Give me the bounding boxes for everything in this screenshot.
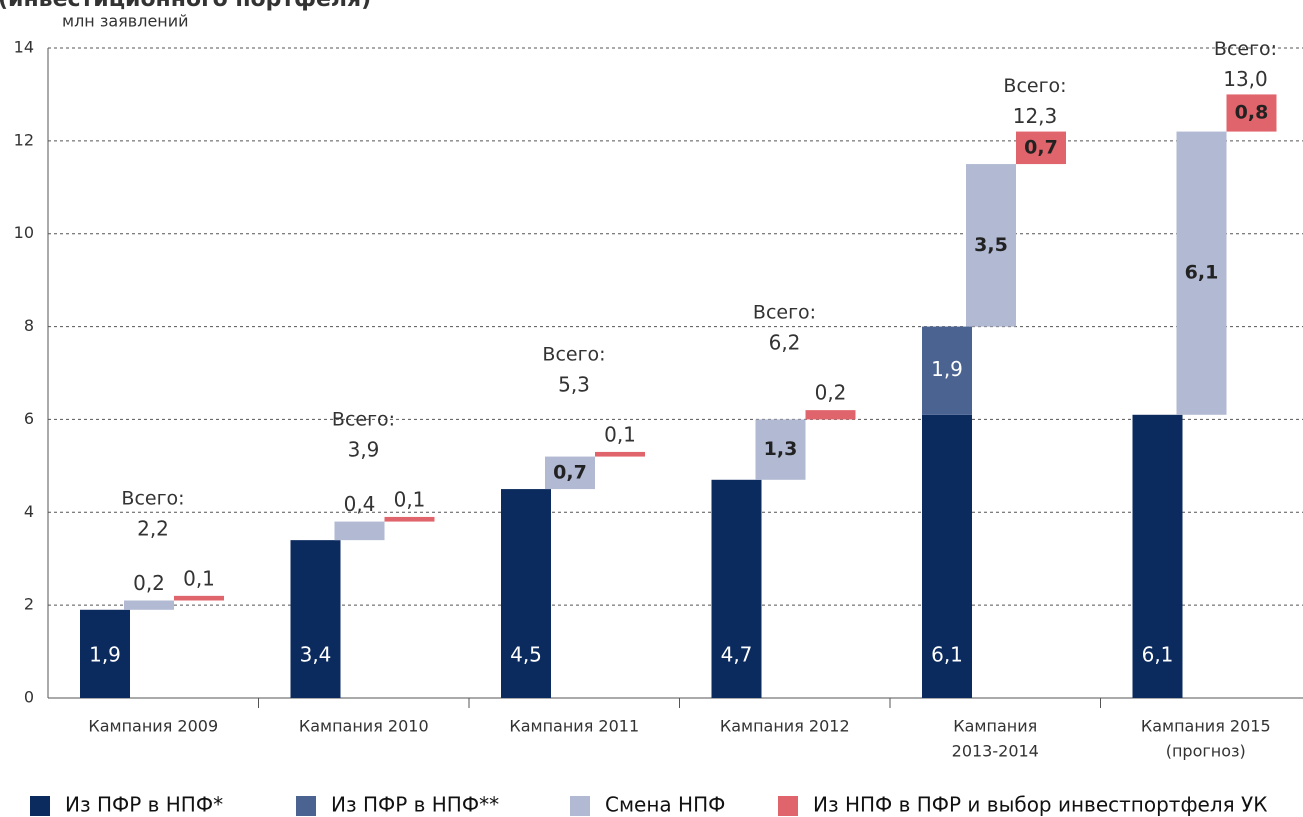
x-tick-label: Кампания 2011 (509, 717, 639, 736)
legend-swatch (778, 796, 798, 816)
bar (501, 489, 551, 698)
bar-label: 1,3 (764, 438, 798, 460)
y-tick-label: 14 (14, 38, 34, 57)
total-prefix: Всего: (542, 343, 605, 365)
legend-label: Из НПФ в ПФР и выбор инвестпортфеля УК (813, 793, 1267, 817)
bar (966, 164, 1016, 327)
bar-label: 0,4 (344, 492, 376, 516)
y-tick-label: 12 (14, 130, 34, 149)
total-prefix: Всего: (332, 408, 395, 430)
total-label: 12,3 (1013, 104, 1058, 128)
bar-label: 1,9 (931, 357, 963, 381)
bar-label: 3,5 (974, 234, 1008, 256)
bar (124, 600, 174, 610)
x-tick-label: (прогноз) (1166, 742, 1246, 761)
bar-label: 0,7 (1024, 136, 1058, 158)
legend-label: Смена НПФ (605, 793, 725, 817)
bar (922, 326, 972, 415)
total-label: 13,0 (1223, 67, 1268, 91)
bar (711, 479, 762, 698)
bar-label: 6,1 (931, 643, 963, 667)
y-tick-label: 10 (14, 223, 34, 242)
y-tick-label: 4 (24, 502, 34, 521)
legend-swatch (570, 796, 590, 816)
total-label: 2,2 (137, 516, 169, 540)
bar (80, 609, 130, 698)
bar-label: 0,2 (815, 381, 847, 405)
legend-label: Из ПФР в НПФ* (65, 793, 223, 817)
bar (174, 595, 224, 601)
bar-label: 0,1 (394, 487, 426, 511)
bar-label: 0,8 (1235, 102, 1269, 124)
bar (755, 419, 806, 480)
y-axis-label: млн заявлений (62, 12, 189, 31)
bar-label: 3,4 (300, 643, 332, 667)
bar-label: 4,5 (510, 643, 542, 667)
total-label: 3,9 (348, 437, 380, 461)
y-tick-label: 0 (24, 688, 34, 707)
total-prefix: Всего: (753, 302, 816, 324)
x-tick-label: Кампания 2010 (299, 717, 429, 736)
x-tick-label: 2013-2014 (952, 742, 1039, 761)
bar-label: 0,2 (133, 571, 165, 595)
bar-label: 0,1 (604, 422, 636, 446)
bar-label: 1,9 (89, 643, 121, 667)
bar (1176, 131, 1227, 415)
total-prefix: Всего: (121, 487, 184, 509)
bar (290, 540, 341, 698)
bar (1016, 131, 1066, 165)
y-tick-label: 6 (24, 409, 34, 428)
x-tick-label: Кампания 2012 (720, 717, 850, 736)
bar (1226, 94, 1277, 132)
bar (922, 414, 972, 698)
bar-label: 4,7 (721, 643, 753, 667)
legend-swatch (30, 796, 50, 816)
legend-swatch (296, 796, 316, 816)
total-label: 5,3 (558, 372, 590, 396)
bar-label: 0,7 (553, 461, 587, 483)
bar (805, 410, 856, 420)
y-tick-label: 8 (24, 316, 34, 335)
y-tick-label: 2 (24, 595, 34, 614)
total-prefix: Всего: (1003, 75, 1066, 97)
x-tick-label: Кампания 2015 (1141, 717, 1271, 736)
total-label: 6,2 (769, 331, 801, 355)
bar-label: 6,1 (1185, 262, 1219, 284)
legend-label: Из ПФР в НПФ** (331, 793, 499, 817)
x-tick-label: Кампания 2009 (88, 717, 218, 736)
chart-title: (инвестиционного портфеля) (0, 0, 371, 12)
bar-label: 6,1 (1142, 643, 1174, 667)
bar (1132, 414, 1183, 698)
x-tick-label: Кампания (953, 717, 1037, 736)
bar (545, 456, 595, 490)
total-prefix: Всего: (1214, 38, 1277, 60)
bar (384, 516, 435, 522)
bar (334, 521, 385, 541)
bar (595, 451, 645, 457)
bar-label: 0,1 (183, 566, 215, 590)
